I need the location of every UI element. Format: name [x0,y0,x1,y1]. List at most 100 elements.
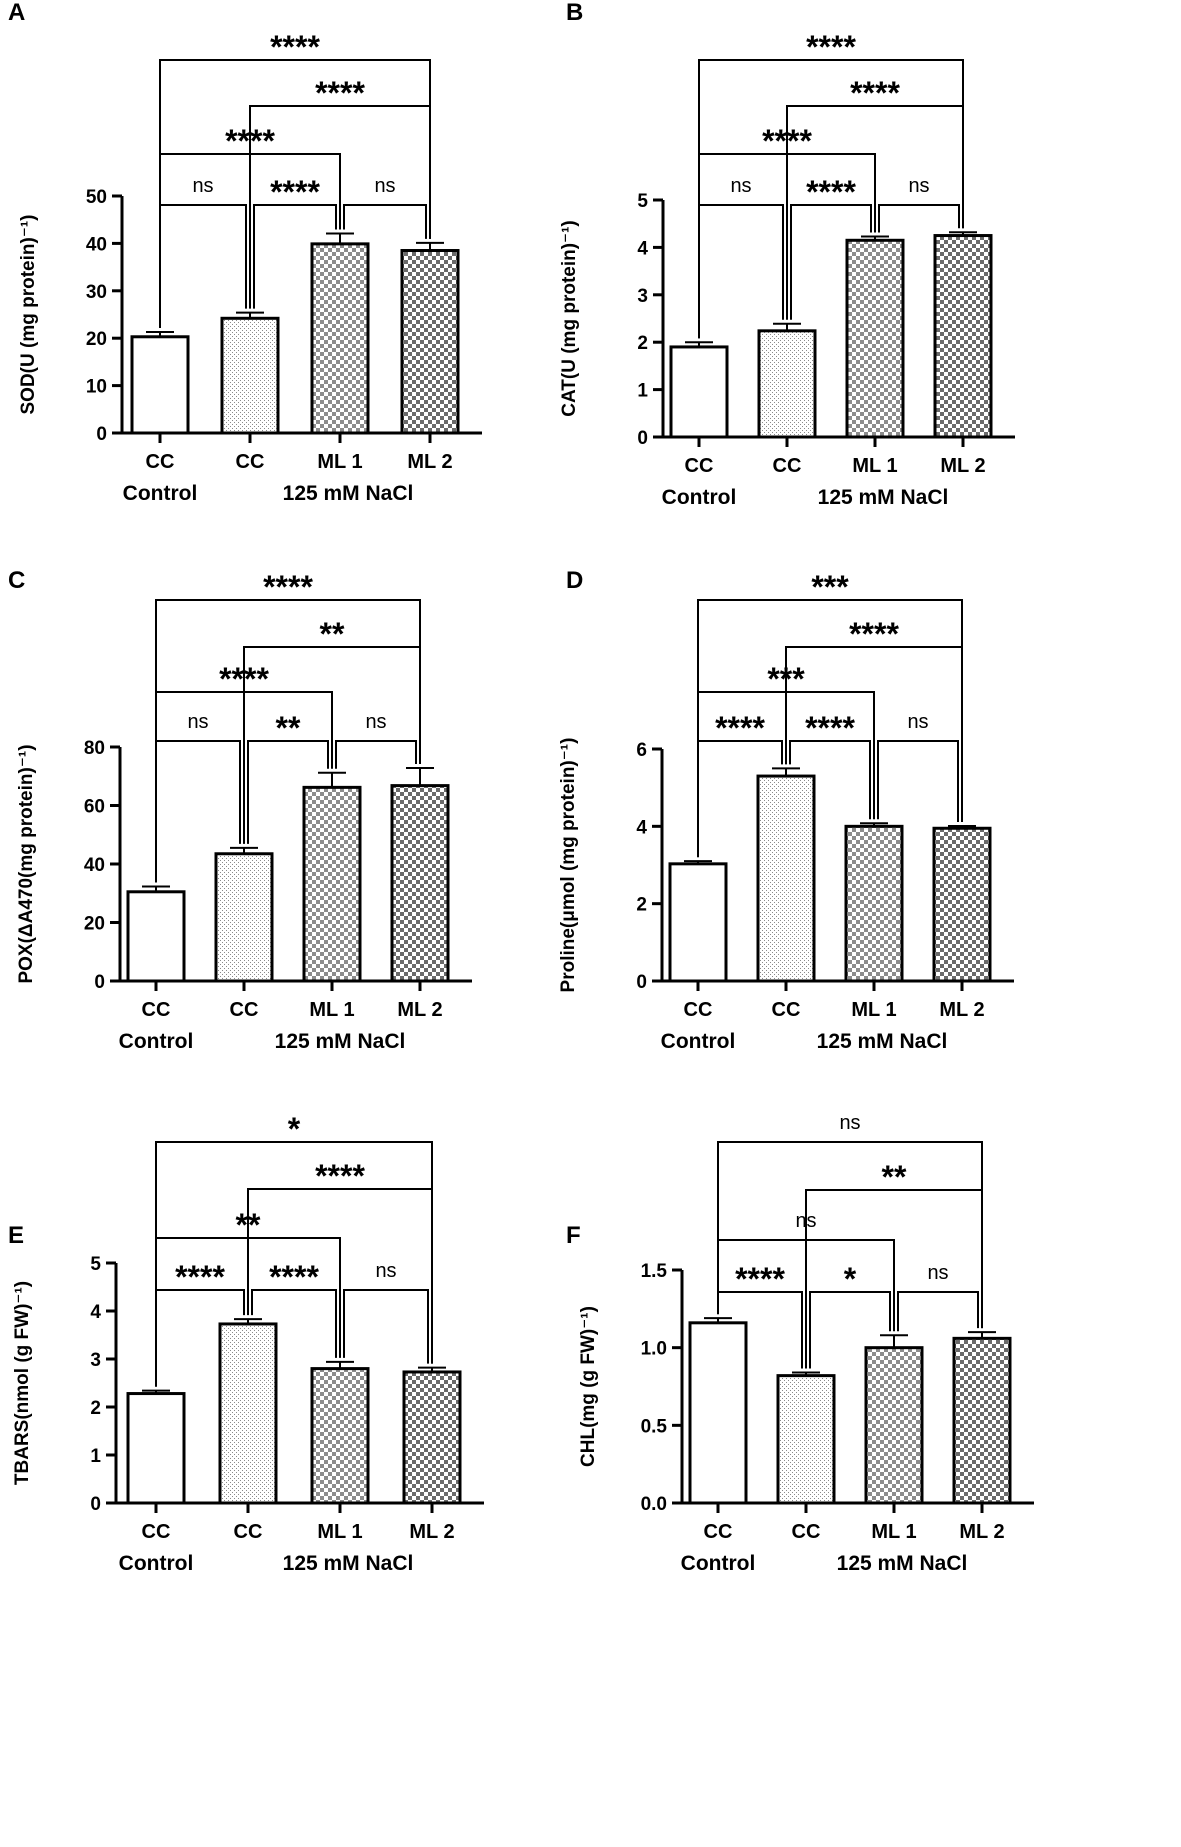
y-tick-label: 80 [84,738,105,759]
bar-2 [214,852,274,983]
significance-label: *** [811,569,849,605]
significance-label: ns [192,175,213,197]
bar-4 [952,1336,1012,1505]
panel-label: D [566,567,583,594]
bar-4 [400,249,460,435]
group-label-nacl: 125 mM NaCl [817,1030,948,1053]
group-label-control: Control [681,1552,756,1575]
significance-label: **** [263,569,313,605]
y-tick-label: 1.0 [641,1339,667,1360]
y-tick-label: 5 [637,191,648,212]
y-tick-label: 40 [86,234,107,255]
significance-bracket [790,204,872,320]
significance-bracket [809,1291,891,1369]
y-tick-label: 1 [637,381,648,402]
significance-bracket [717,1239,895,1332]
significance-label: ns [839,1112,860,1134]
category-label: ML 2 [959,1521,1004,1543]
significance-bracket [717,1141,983,1329]
significance-label: **** [270,174,320,210]
y-tick-label: 0 [96,424,107,445]
y-tick-label: 20 [86,329,107,350]
category-label: ML 1 [317,1521,362,1543]
significance-bracket [155,740,241,883]
y-tick-label: 50 [86,187,107,208]
significance-bracket [343,204,427,239]
bar-3 [844,824,904,983]
significance-bracket [789,740,871,820]
y-tick-label: 2 [636,895,647,916]
category-label: ML 2 [407,451,452,473]
significance-bracket [247,1188,433,1364]
y-tick-label: 1.5 [641,1261,668,1282]
significance-label: ns [927,1262,948,1284]
bar-3 [310,242,370,435]
chart-panel-c: C 0 20 40 60 80 POX(ΔA470(mg protein)⁻¹) CC CC ML… [8,567,472,1053]
y-tick-label: 10 [86,377,107,398]
y-tick-label: 4 [636,817,647,838]
chart-panel-a: A 0 10 20 30 40 50 SOD(U (mg protein)⁻¹) CC CC ML … [8,0,482,505]
group-label-nacl: 125 mM NaCl [837,1552,968,1575]
y-tick-label: 30 [86,282,107,303]
significance-bracket [335,740,417,769]
significance-label: ** [320,616,345,652]
significance-label: **** [270,29,320,65]
y-tick-label: 0 [90,1494,101,1515]
significance-bracket [897,1291,979,1332]
significance-label: **** [762,123,812,159]
y-tick-label: 60 [84,797,105,818]
significance-label: **** [315,75,365,111]
significance-label: ns [375,1260,396,1282]
y-tick-label: 5 [90,1254,101,1275]
y-tick-label: 0.5 [641,1416,668,1437]
bar-2 [220,316,280,435]
significance-label: **** [715,710,765,746]
significance-label: **** [735,1261,785,1297]
significance-bracket [247,740,329,844]
y-axis-label: POX(ΔA470(mg protein)⁻¹) [16,744,37,983]
category-label: ML 1 [309,999,354,1021]
significance-label: **** [849,616,899,652]
significance-label: * [288,1111,301,1147]
category-label: ML 1 [871,1521,916,1543]
group-label-control: Control [662,486,737,509]
significance-label: ns [730,175,751,197]
y-tick-label: 20 [84,914,105,935]
bar-2 [776,1374,836,1505]
significance-bracket [805,1189,983,1369]
significance-bracket [155,1289,245,1387]
y-axis-label: CAT(U (mg protein)⁻¹) [559,220,580,416]
chart-panel-d: D 0 2 4 6 Proline(μmol (mg protein)⁻¹) CC CC ML … [558,567,1014,1053]
bar-3 [864,1346,924,1505]
y-tick-label: 4 [90,1302,101,1323]
y-axis-label: TBARS(nmol (g FW)⁻¹) [12,1281,33,1485]
bar-1 [669,345,729,439]
significance-bracket [243,646,421,844]
y-tick-label: 0 [636,972,647,993]
category-label: ML 1 [317,451,362,473]
group-label-nacl: 125 mM NaCl [818,486,949,509]
significance-label: ** [236,1207,261,1243]
significance-bracket [698,204,784,339]
significance-bracket [878,204,960,233]
significance-label: ns [795,1210,816,1232]
y-tick-label: 40 [84,855,105,876]
significance-bracket [717,1291,803,1369]
category-label: CC [142,1521,171,1543]
significance-label: ** [882,1159,907,1195]
significance-label: **** [315,1158,365,1194]
category-label: ML 2 [939,999,984,1021]
y-tick-label: 1 [90,1446,101,1467]
significance-label: **** [850,75,900,111]
significance-label: *** [767,661,805,697]
bar-1 [688,1321,748,1505]
significance-label: **** [219,661,269,697]
category-label: CC [773,455,802,477]
significance-bracket [249,105,431,309]
y-tick-label: 0 [94,972,105,993]
significance-bracket [786,105,964,320]
y-tick-label: 4 [637,238,648,259]
significance-label: ns [908,175,929,197]
group-label-nacl: 125 mM NaCl [283,1552,414,1575]
